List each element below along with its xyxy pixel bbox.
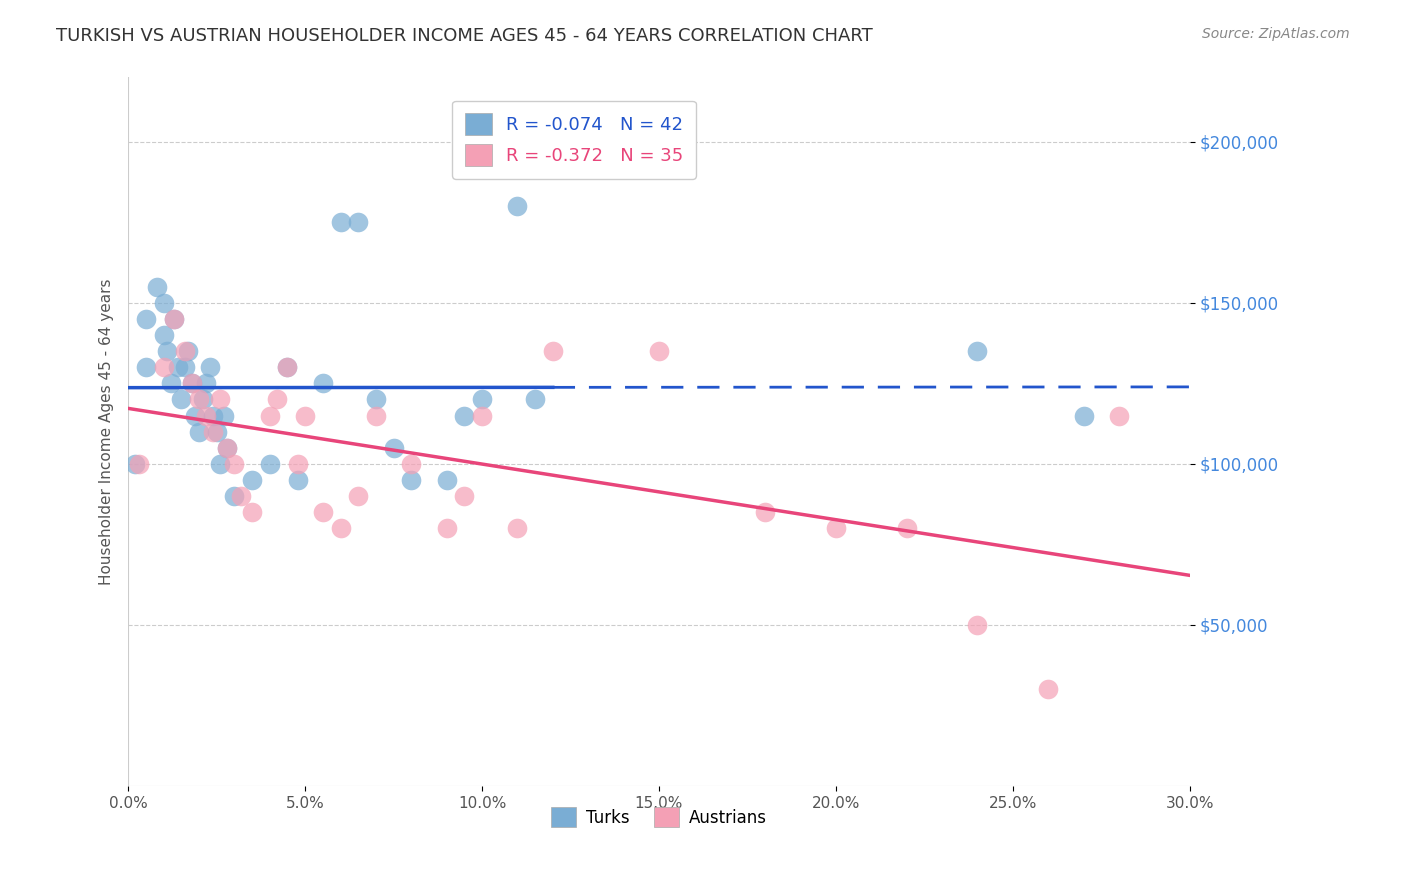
Point xyxy=(266,392,288,407)
Point xyxy=(506,521,529,535)
Point xyxy=(824,521,846,535)
Point xyxy=(240,473,263,487)
Point xyxy=(259,409,281,423)
Text: TURKISH VS AUSTRIAN HOUSEHOLDER INCOME AGES 45 - 64 YEARS CORRELATION CHART: TURKISH VS AUSTRIAN HOUSEHOLDER INCOME A… xyxy=(56,27,873,45)
Point xyxy=(195,376,218,391)
Point xyxy=(259,457,281,471)
Point xyxy=(152,360,174,375)
Point xyxy=(294,409,316,423)
Point xyxy=(453,489,475,503)
Point xyxy=(329,521,352,535)
Point xyxy=(159,376,181,391)
Point xyxy=(364,392,387,407)
Point xyxy=(329,215,352,229)
Legend: Turks, Austrians: Turks, Austrians xyxy=(544,800,773,834)
Point xyxy=(347,215,370,229)
Point xyxy=(128,457,150,471)
Point xyxy=(312,505,335,519)
Point xyxy=(364,409,387,423)
Point xyxy=(966,617,988,632)
Point xyxy=(152,295,174,310)
Point xyxy=(217,441,239,455)
Point xyxy=(173,344,195,359)
Point xyxy=(135,360,157,375)
Point xyxy=(166,360,188,375)
Point xyxy=(188,425,211,439)
Point xyxy=(436,521,458,535)
Point xyxy=(217,441,239,455)
Point xyxy=(1108,409,1130,423)
Point xyxy=(312,376,335,391)
Point xyxy=(240,505,263,519)
Point xyxy=(163,312,186,326)
Point xyxy=(212,409,235,423)
Point xyxy=(173,360,195,375)
Point xyxy=(181,376,204,391)
Point xyxy=(224,457,246,471)
Point xyxy=(198,360,221,375)
Point xyxy=(135,312,157,326)
Point xyxy=(231,489,253,503)
Point xyxy=(648,344,671,359)
Point xyxy=(966,344,988,359)
Point xyxy=(896,521,918,535)
Point xyxy=(276,360,298,375)
Point xyxy=(347,489,370,503)
Point xyxy=(401,457,423,471)
Point xyxy=(1036,682,1059,697)
Point xyxy=(195,409,218,423)
Point xyxy=(177,344,200,359)
Point xyxy=(156,344,179,359)
Point xyxy=(754,505,776,519)
Point xyxy=(202,409,225,423)
Point xyxy=(163,312,186,326)
Point xyxy=(152,328,174,343)
Point xyxy=(471,392,494,407)
Point xyxy=(170,392,193,407)
Point xyxy=(287,457,309,471)
Point xyxy=(224,489,246,503)
Point xyxy=(276,360,298,375)
Point xyxy=(1073,409,1095,423)
Point xyxy=(506,199,529,213)
Point xyxy=(188,392,211,407)
Point xyxy=(436,473,458,487)
Y-axis label: Householder Income Ages 45 - 64 years: Householder Income Ages 45 - 64 years xyxy=(100,278,114,585)
Point xyxy=(382,441,405,455)
Point xyxy=(471,409,494,423)
Point xyxy=(401,473,423,487)
Point xyxy=(202,425,225,439)
Point xyxy=(453,409,475,423)
Point xyxy=(209,457,232,471)
Point xyxy=(541,344,564,359)
Point xyxy=(145,279,167,293)
Point xyxy=(181,376,204,391)
Text: Source: ZipAtlas.com: Source: ZipAtlas.com xyxy=(1202,27,1350,41)
Point xyxy=(124,457,146,471)
Point xyxy=(205,425,228,439)
Point xyxy=(524,392,547,407)
Point xyxy=(191,392,214,407)
Point xyxy=(209,392,232,407)
Point xyxy=(184,409,207,423)
Point xyxy=(287,473,309,487)
